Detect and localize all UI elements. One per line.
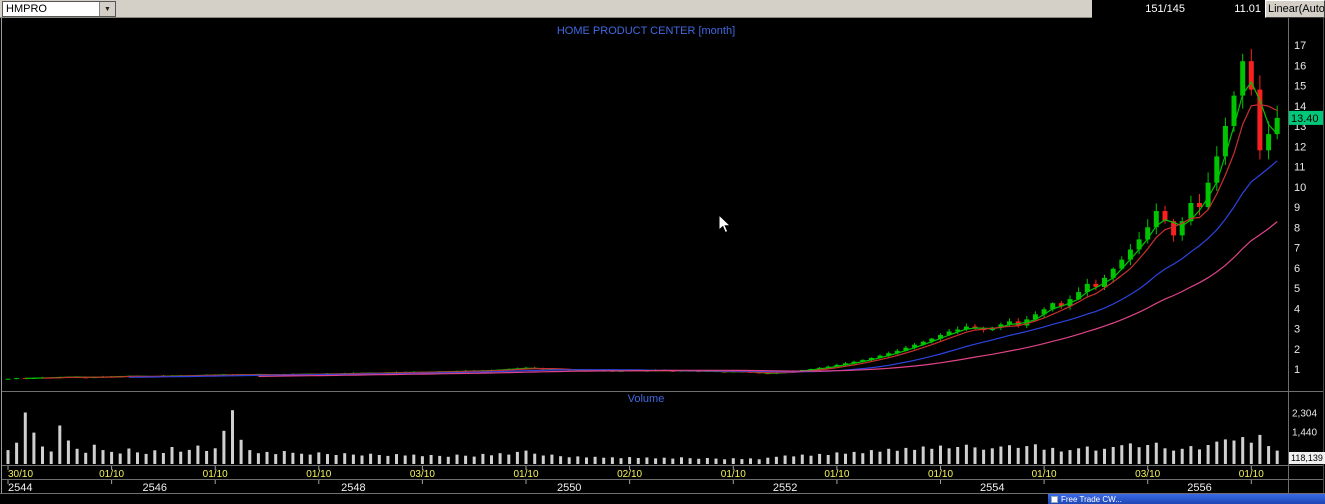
last-price-tag: 13.40: [1289, 110, 1323, 125]
pane-separators: [0, 18, 1325, 494]
svg-text:10: 10: [1294, 182, 1306, 194]
svg-text:15: 15: [1294, 81, 1306, 93]
taskbar-item-label: Free Trade CW...: [1061, 494, 1122, 504]
svg-text:03/10: 03/10: [410, 469, 435, 480]
volume-axis: 2,304 1,440: [1292, 408, 1317, 438]
svg-text:14: 14: [1294, 101, 1306, 113]
svg-text:2554: 2554: [980, 482, 1004, 494]
svg-text:2552: 2552: [773, 482, 797, 494]
symbol-combobox[interactable]: HMPRO ▼: [2, 1, 116, 17]
scale-mode-button[interactable]: Linear(Auto: [1265, 0, 1325, 18]
svg-text:2544: 2544: [8, 482, 32, 494]
svg-text:4: 4: [1294, 303, 1300, 315]
svg-text:01/10: 01/10: [513, 469, 538, 480]
taskbar-item[interactable]: Free Trade CW...: [1048, 494, 1325, 504]
svg-text:6: 6: [1294, 263, 1300, 275]
taskbar: Free Trade CW...: [0, 494, 1325, 504]
svg-text:118,139: 118,139: [1291, 453, 1323, 463]
svg-text:2: 2: [1294, 344, 1300, 356]
last-volume-tag: 118,139: [1289, 452, 1325, 464]
svg-text:01/10: 01/10: [203, 469, 228, 480]
svg-text:01/10: 01/10: [824, 469, 849, 480]
volume-bars: [6, 410, 1279, 464]
price-readout: 11.01: [1234, 3, 1261, 15]
ma-line-30: [258, 221, 1278, 377]
svg-text:02/10: 02/10: [617, 469, 642, 480]
combo-dropdown-button[interactable]: ▼: [99, 2, 115, 16]
svg-text:5: 5: [1294, 283, 1300, 295]
svg-text:9: 9: [1294, 202, 1300, 214]
symbol-value: HMPRO: [6, 3, 47, 15]
svg-text:1,440: 1,440: [1292, 428, 1317, 439]
svg-text:30/10: 30/10: [8, 469, 33, 480]
svg-text:2550: 2550: [557, 482, 581, 494]
svg-text:12: 12: [1294, 141, 1306, 153]
svg-text:01/10: 01/10: [928, 469, 953, 480]
svg-text:16: 16: [1294, 60, 1306, 72]
svg-text:01/10: 01/10: [99, 469, 124, 480]
svg-text:13.40: 13.40: [1291, 113, 1319, 125]
svg-text:2548: 2548: [341, 482, 365, 494]
volume-pane-title: Volume: [628, 393, 665, 405]
svg-text:17: 17: [1294, 40, 1306, 52]
year-axis-labels: 2544 2546 2548 2550 2552 2554 2556: [8, 482, 1212, 494]
svg-text:2556: 2556: [1187, 482, 1211, 494]
svg-text:11: 11: [1294, 162, 1305, 174]
toolbar-strip: [0, 0, 1092, 18]
svg-text:01/10: 01/10: [306, 469, 331, 480]
svg-text:2546: 2546: [143, 482, 167, 494]
moving-average-lines: [25, 80, 1278, 379]
svg-text:01/10: 01/10: [1239, 469, 1264, 480]
x-axis-labels: 30/10 01/10 01/10 01/10 03/10 01/10 02/10 01/10…: [7, 466, 1264, 484]
svg-text:8: 8: [1294, 222, 1300, 234]
chart-title: HOME PRODUCT CENTER [month]: [557, 25, 735, 37]
top-toolbar: HMPRO ▼ 151/145 11.01 Linear(Auto: [0, 0, 1325, 18]
bar-count-readout: 151/145: [1145, 3, 1185, 15]
svg-text:3: 3: [1294, 324, 1300, 336]
chart-plot: 123456789101112131415161713.402,3041,440…: [5, 40, 1325, 494]
chevron-down-icon: ▼: [104, 5, 111, 13]
svg-text:01/10: 01/10: [721, 469, 746, 480]
svg-text:7: 7: [1294, 243, 1300, 255]
svg-text:2,304: 2,304: [1292, 408, 1317, 419]
svg-text:03/10: 03/10: [1135, 469, 1160, 480]
svg-text:01/10: 01/10: [1032, 469, 1057, 480]
app-icon: [1051, 495, 1058, 503]
svg-text:1: 1: [1294, 364, 1300, 376]
